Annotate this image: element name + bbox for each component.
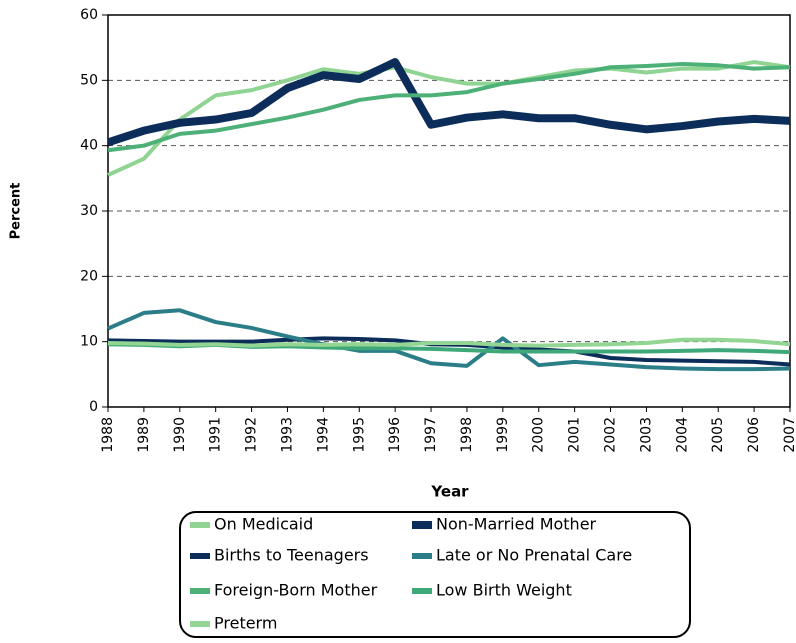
legend-label: Low Birth Weight [436,581,572,600]
x-tick-label: 1993 [279,417,295,453]
series-line [107,308,791,372]
x-tick-label: 1999 [495,417,511,453]
x-tick-label: 2007 [782,417,796,453]
x-tick-label: 1996 [387,417,403,453]
x-tick-label: 2003 [638,417,654,453]
legend-label: Preterm [214,614,277,633]
x-tick-label: 2004 [674,417,690,453]
y-tick-label: 60 [80,7,98,23]
x-tick-label: 1997 [423,417,439,453]
x-tick-label: 1994 [315,417,331,453]
legend-label: Births to Teenagers [214,546,369,565]
x-tick-label: 1998 [459,417,475,453]
x-tick-label: 1991 [208,417,224,453]
series-line [106,58,791,147]
legend-label: On Medicaid [214,515,313,534]
x-tick-label: 1990 [172,417,188,453]
legend-box [179,511,691,638]
series-line [107,60,791,177]
legend-label: Foreign-Born Mother [214,581,378,600]
y-tick-label: 40 [80,138,98,154]
x-tick-label: 1992 [244,417,260,453]
y-tick-label: 0 [89,399,98,415]
x-tick-label: 2000 [531,417,547,453]
y-tick-label: 10 [80,334,98,350]
x-tick-label: 2001 [567,417,583,453]
x-tick-label: 1988 [100,417,116,453]
plot-frame [107,14,791,408]
legend-label: Non-Married Mother [436,515,597,534]
legend-label: Late or No Prenatal Care [436,546,632,565]
series-line [107,337,791,348]
y-tick-label: 50 [80,72,98,88]
y-axis-label: Percent [9,183,24,240]
x-tick-label: 2002 [603,417,619,453]
y-tick-label: 20 [80,268,98,284]
series-line [107,62,791,153]
x-tick-label: 1989 [136,417,152,453]
x-tick-label: 2006 [746,417,762,453]
y-tick-label: 30 [80,203,98,219]
x-tick-label: 1995 [351,417,367,453]
x-axis-label: Year [430,483,469,501]
x-tick-label: 2005 [710,417,726,453]
